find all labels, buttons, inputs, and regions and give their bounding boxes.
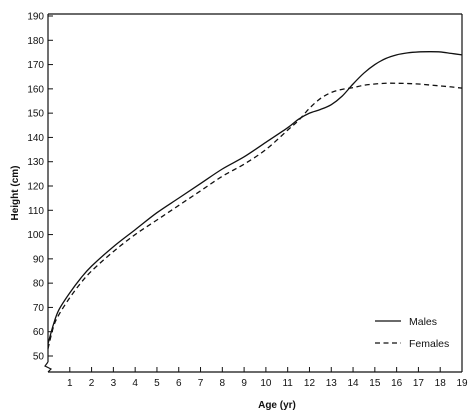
x-axis-ticks: 1 2 3 4 5 6 7 8 9 10 11 12 13 14 15 16 17 18 19 — [67, 367, 468, 389]
y-tick-label: 120 — [27, 182, 44, 193]
x-tick-label: 3 — [111, 378, 117, 389]
legend-label-males: Males — [409, 316, 437, 328]
x-tick-label: 17 — [413, 378, 425, 389]
x-tick-label: 4 — [132, 378, 138, 389]
y-tick-label: 90 — [33, 254, 45, 265]
y-tick-label: 50 — [33, 352, 45, 363]
x-tick-label: 10 — [260, 378, 272, 389]
y-tick-label: 80 — [33, 279, 45, 290]
y-tick-label: 170 — [27, 60, 44, 71]
x-tick-label: 19 — [456, 378, 468, 389]
y-tick-label: 180 — [27, 36, 44, 47]
legend-label-females: Females — [409, 338, 449, 350]
x-tick-label: 9 — [241, 378, 247, 389]
y-axis-title: Height (cm) — [10, 166, 21, 221]
x-tick-label: 2 — [89, 378, 95, 389]
x-tick-label: 1 — [67, 378, 73, 389]
y-tick-label: 150 — [27, 109, 44, 120]
x-tick-label: 6 — [176, 378, 182, 389]
y-tick-label: 110 — [28, 206, 44, 217]
x-tick-label: 18 — [435, 378, 447, 389]
x-tick-label: 8 — [220, 378, 226, 389]
series-line-males — [47, 51, 463, 345]
series-line-females — [47, 82, 463, 349]
x-tick-label: 5 — [154, 378, 160, 389]
x-tick-label: 15 — [369, 378, 381, 389]
y-tick-label: 160 — [27, 84, 44, 95]
y-tick-label: 100 — [27, 230, 44, 241]
legend: Males Females — [375, 316, 449, 350]
x-tick-label: 14 — [347, 378, 359, 389]
y-tick-label: 190 — [27, 12, 44, 23]
y-tick-label: 140 — [27, 133, 44, 144]
plot-frame — [44, 13, 463, 373]
x-tick-label: 16 — [391, 378, 403, 389]
x-tick-label: 7 — [198, 378, 204, 389]
series-lines — [47, 51, 463, 349]
y-axis-ticks: 50 60 70 80 90 100 110 120 130 140 150 160 170 180 190 — [27, 12, 53, 363]
y-tick-label: 130 — [27, 157, 44, 168]
y-axis-break — [44, 361, 53, 373]
x-tick-label: 12 — [304, 378, 316, 389]
x-axis-title: Age (yr) — [258, 400, 296, 411]
x-tick-label: 11 — [282, 378, 293, 389]
y-tick-label: 70 — [33, 303, 45, 314]
x-tick-label: 13 — [326, 378, 338, 389]
y-tick-label: 60 — [33, 327, 45, 338]
